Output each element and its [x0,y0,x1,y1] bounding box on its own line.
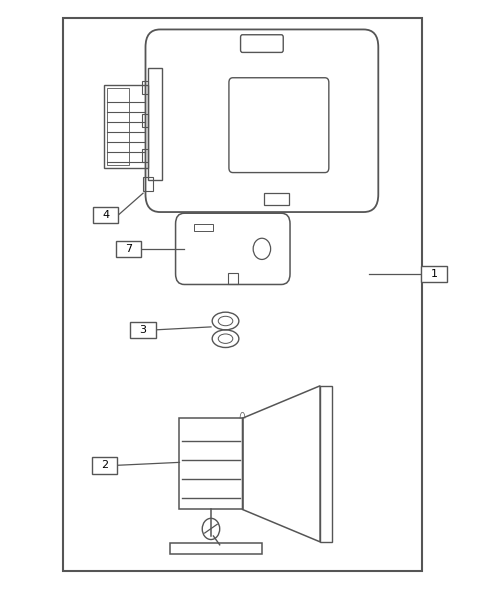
Bar [142,149,148,162]
Bar [264,193,288,205]
Bar [194,224,213,231]
Bar [116,241,141,257]
Bar [179,418,242,509]
Bar [148,68,162,180]
Text: 2: 2 [101,461,107,470]
Bar [142,81,148,94]
Text: 1: 1 [430,269,437,279]
Text: 3: 3 [139,325,146,335]
Bar [143,177,152,191]
Bar [106,88,128,165]
Bar [421,266,446,282]
Bar [93,207,118,223]
Bar [142,114,148,127]
Bar [319,386,332,542]
Bar [169,543,261,554]
Text: 7: 7 [125,244,132,254]
Bar [227,273,237,284]
Bar [130,322,155,338]
Bar [63,18,421,571]
Text: 4: 4 [102,210,109,220]
Bar [104,85,148,168]
Bar [91,457,117,474]
